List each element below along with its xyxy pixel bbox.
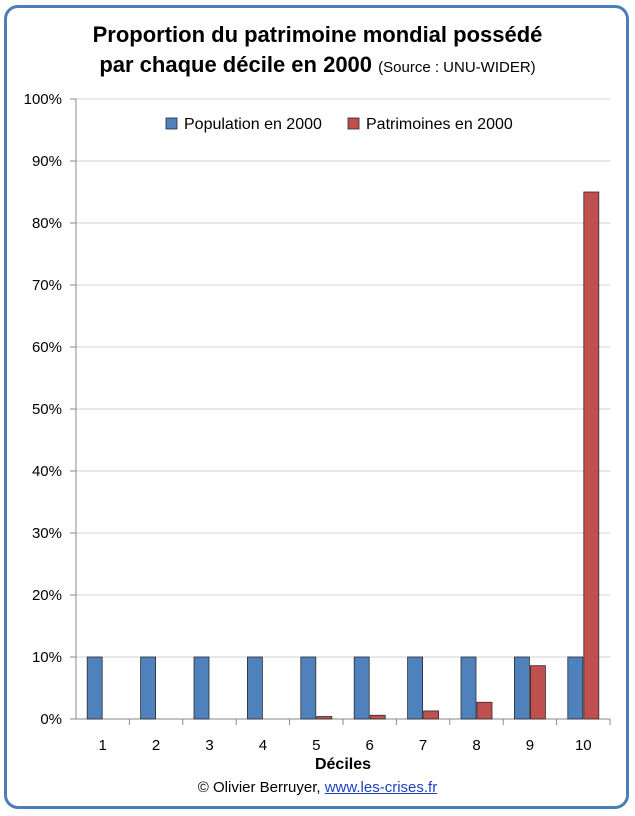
bar-population: [514, 656, 530, 720]
bar-population: [246, 656, 263, 720]
x-tick-label: 9: [526, 737, 534, 754]
bar-patrimoine: [583, 191, 600, 720]
x-tick-label: 7: [419, 737, 427, 754]
bar-population: [300, 656, 317, 720]
x-axis-label: Déciles: [315, 756, 371, 773]
y-tick-label: 70%: [32, 277, 62, 294]
legend-label: Population en 2000: [184, 116, 322, 133]
bar-population: [193, 656, 210, 720]
title-line-1: Proportion du patrimoine mondial possédé: [92, 22, 543, 47]
x-tick-label: 1: [99, 737, 107, 754]
x-tick-label: 2: [152, 737, 160, 754]
y-tick-label: 10%: [32, 649, 62, 666]
x-tick-label: 5: [312, 737, 320, 754]
x-tick-label: 10: [575, 737, 592, 754]
bar-population: [140, 656, 157, 720]
y-tick-label: 80%: [32, 215, 62, 232]
footer-link[interactable]: www.les-crises.fr: [324, 779, 438, 796]
footer: © Olivier Berruyer, www.les-crises.fr: [0, 779, 635, 796]
y-tick-label: 30%: [32, 525, 62, 542]
y-tick-label: 100%: [24, 91, 62, 108]
chart-title: Proportion du patrimoine mondial possédé…: [0, 20, 635, 83]
bar-patrimoine: [423, 710, 440, 720]
footer-credit: © Olivier Berruyer,: [197, 779, 321, 796]
y-tick-label: 60%: [32, 339, 62, 356]
bar-patrimoine: [530, 665, 546, 720]
y-tick-label: 50%: [32, 401, 62, 418]
legend-swatch: [165, 117, 178, 130]
bar-patrimoine: [476, 701, 493, 720]
y-tick-label: 90%: [32, 153, 62, 170]
bar-patrimoine: [316, 716, 333, 720]
title-source: (Source : UNU-WIDER): [378, 59, 536, 76]
y-tick-label: 40%: [32, 463, 62, 480]
y-tick-label: 0%: [40, 711, 62, 728]
bar-population: [86, 656, 103, 720]
bar-population: [567, 656, 584, 720]
legend-swatch: [347, 117, 360, 130]
bar-population: [407, 656, 424, 720]
title-line-2-text: par chaque décile en 2000: [99, 52, 373, 77]
bar-population: [353, 656, 370, 720]
x-tick-label: 8: [472, 737, 480, 754]
x-tick-label: 3: [205, 737, 213, 754]
legend-label: Patrimoines en 2000: [366, 116, 513, 133]
y-tick-label: 20%: [32, 587, 62, 604]
bar-patrimoine: [369, 714, 386, 720]
x-tick-label: 4: [259, 737, 267, 754]
title-line-2: par chaque décile en 2000 (Source : UNU-…: [0, 50, 635, 83]
bar-population: [460, 656, 477, 720]
x-tick-label: 6: [366, 737, 374, 754]
